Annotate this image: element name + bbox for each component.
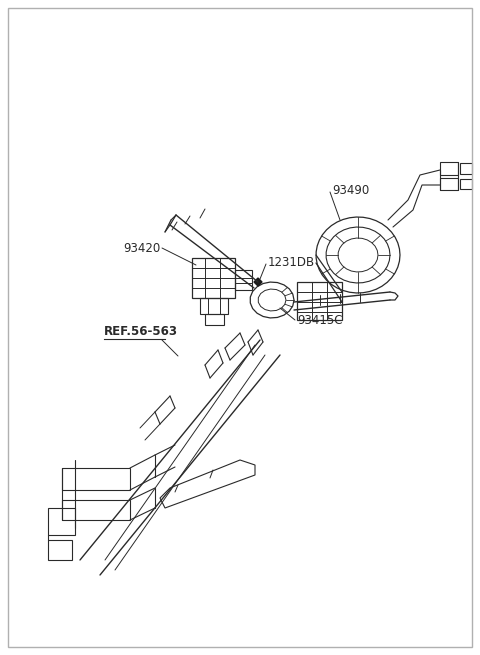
Text: 93415C: 93415C <box>297 314 343 326</box>
Text: 93490: 93490 <box>332 183 369 196</box>
Text: 1231DB: 1231DB <box>268 255 315 269</box>
Text: 93420: 93420 <box>123 242 160 255</box>
Text: REF.56-563: REF.56-563 <box>104 325 178 338</box>
Polygon shape <box>254 278 262 286</box>
